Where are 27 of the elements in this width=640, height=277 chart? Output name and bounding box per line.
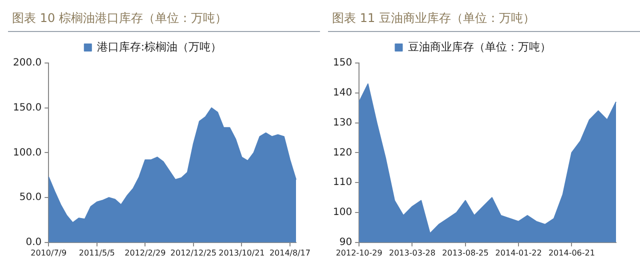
x-tick-label: 2014/8/17 <box>269 248 310 258</box>
chart-title: 图表 11 豆油商业库存（单位：万吨） <box>328 8 640 32</box>
x-tick-label: 2010/7/9 <box>30 248 67 258</box>
y-tick-label: 120 <box>332 147 352 158</box>
x-tick-label: 2013-03-28 <box>388 248 436 258</box>
x-tick-label: 2014-06-21 <box>548 248 595 258</box>
x-tick-label: 2013-08-25 <box>442 248 489 258</box>
legend-label: 豆油商业库存（单位：万吨） <box>408 40 551 54</box>
x-tick-label: 2012-10-29 <box>336 248 382 258</box>
x-tick-label: 2014-01-22 <box>495 248 542 258</box>
chart-title: 图表 10 棕榈油港口库存（单位：万吨） <box>8 8 320 32</box>
y-tick-label: 0.0 <box>26 236 42 248</box>
y-tick-label: 140 <box>332 87 352 98</box>
y-tick-label: 150 <box>332 58 352 69</box>
y-tick-label: 90 <box>339 236 352 248</box>
x-tick-label: 2012/12/25 <box>170 248 216 258</box>
y-tick-label: 130 <box>332 117 352 128</box>
y-tick-label: 100 <box>332 207 352 218</box>
x-tick-label: 2013/10/21 <box>218 248 265 258</box>
y-tick-label: 200.0 <box>12 58 42 69</box>
x-tick-label: 2011/5/5 <box>78 248 115 258</box>
y-tick-label: 150.0 <box>12 102 42 114</box>
y-tick-label: 50.0 <box>19 192 42 204</box>
y-tick-label: 100.0 <box>12 147 42 158</box>
x-tick-label: 2012/2/29 <box>124 248 166 258</box>
y-tick-label: 110 <box>332 177 352 188</box>
legend-label: 港口库存:棕榈油（万吨） <box>96 40 222 54</box>
